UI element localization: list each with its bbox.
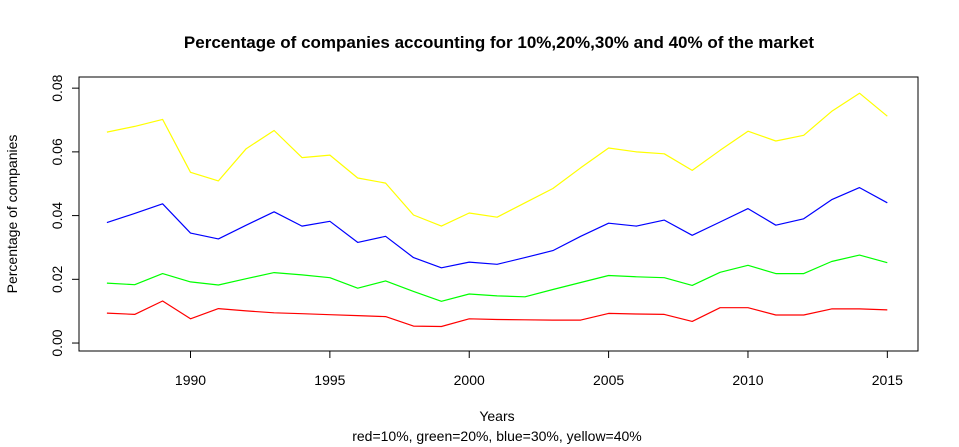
x-tick-label: 2000	[454, 372, 485, 388]
y-tick-label: 0.00	[49, 329, 65, 356]
y-tick-label: 0.06	[49, 138, 65, 165]
y-tick-label: 0.02	[49, 265, 65, 292]
series-layer	[106, 92, 888, 328]
x-tick-label: 2005	[593, 372, 624, 388]
x-axis-label: Years	[479, 408, 514, 424]
x-tick-label: 2015	[872, 372, 903, 388]
plot-box	[78, 76, 919, 352]
series-line-0	[106, 300, 888, 328]
x-tick-label: 1995	[314, 372, 345, 388]
x-tick-label: 2010	[732, 372, 763, 388]
x-axis: 1990 1995 2000 2005 2010 2015	[175, 350, 903, 388]
chart-title: Percentage of companies accounting for 1…	[184, 33, 814, 52]
chart-subtitle: red=10%, green=20%, blue=30%, yellow=40%	[352, 428, 642, 444]
y-axis-label: Percentage of companies	[4, 135, 20, 294]
y-axis: 0.00 0.02 0.04 0.06 0.08	[49, 74, 80, 357]
y-tick-label: 0.08	[49, 74, 65, 101]
series-line-1	[106, 254, 888, 302]
y-tick-label: 0.04	[49, 202, 65, 229]
series-line-3	[106, 92, 888, 227]
series-line-2	[106, 187, 888, 269]
x-tick-label: 1990	[175, 372, 206, 388]
